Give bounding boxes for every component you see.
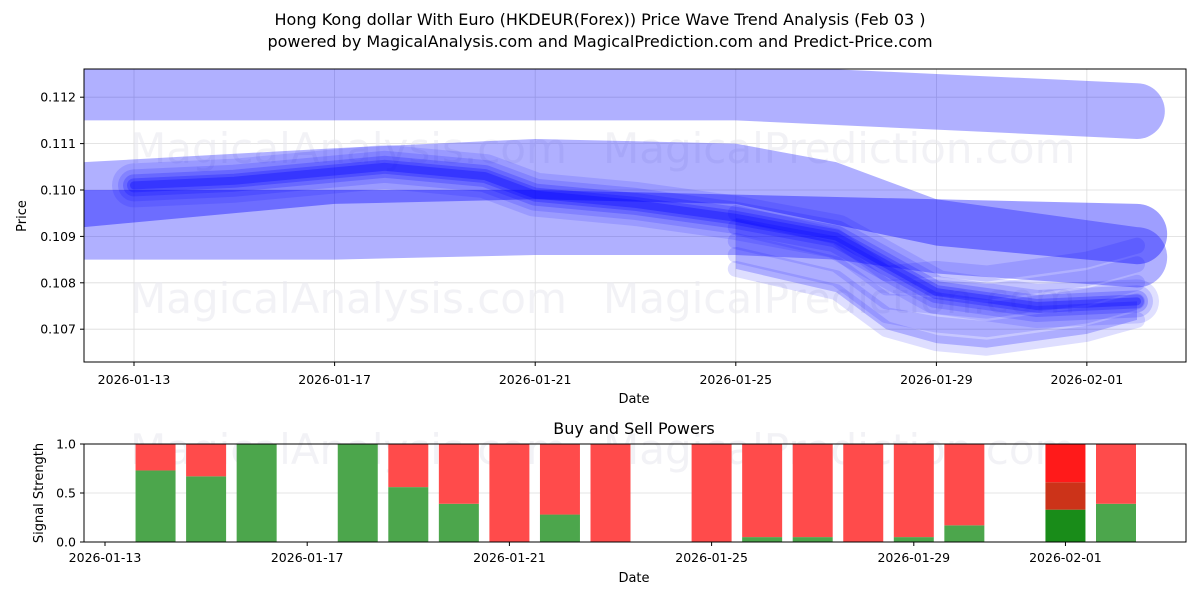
svg-text:2026-01-25: 2026-01-25 (675, 550, 748, 565)
main-axes-frame (83, 68, 1187, 363)
signal-bar (186, 444, 227, 542)
wave-bands (84, 69, 1168, 356)
svg-text:2026-01-17: 2026-01-17 (271, 550, 344, 565)
svg-text:MagicalAnalysis.com: MagicalAnalysis.com (130, 124, 567, 173)
svg-text:0.111: 0.111 (40, 136, 76, 151)
svg-text:0.110: 0.110 (40, 183, 76, 198)
svg-text:0.108: 0.108 (40, 275, 76, 290)
svg-text:MagicalPrediction.com: MagicalPrediction.com (603, 425, 1076, 474)
main-grid (84, 69, 1186, 362)
svg-text:0.109: 0.109 (40, 229, 76, 244)
signal-bar (1045, 444, 1086, 542)
signal-bar (944, 444, 985, 542)
signal-y-label: Signal Strength (32, 443, 47, 543)
signal-y-axis: 0.0 0.5 1.0 (56, 437, 84, 550)
signal-x-axis: 2026-01-13 2026-01-17 2026-01-21 2026-01-25… (69, 542, 1102, 565)
chart-subtitle: powered by MagicalAnalysis.com and Magic… (267, 32, 933, 51)
signal-bar (691, 444, 732, 542)
svg-text:2026-01-29: 2026-01-29 (877, 550, 950, 565)
svg-text:MagicalPrediction.com: MagicalPrediction.com (603, 124, 1076, 173)
svg-text:0.112: 0.112 (40, 90, 76, 105)
signal-bar (388, 444, 429, 542)
svg-text:2026-01-25: 2026-01-25 (699, 372, 772, 387)
signal-bar (792, 444, 833, 542)
svg-text:2026-01-21: 2026-01-21 (499, 372, 572, 387)
band-1 (84, 138, 1137, 288)
signal-bar (438, 444, 479, 542)
svg-text:0.107: 0.107 (40, 322, 76, 337)
main-y-axis: 0.107 0.108 0.109 0.110 0.111 0.112 (40, 90, 84, 337)
signal-bar (893, 444, 934, 542)
signal-bars (135, 444, 1136, 542)
signal-bar (539, 444, 580, 542)
signal-x-label: Date (618, 571, 649, 586)
main-x-label: Date (618, 392, 649, 407)
main-y-label: Price (15, 200, 30, 232)
main-x-axis: 2026-01-13 2026-01-17 2026-01-21 2026-01-25… (98, 362, 1124, 387)
svg-text:2026-01-29: 2026-01-29 (900, 372, 973, 387)
svg-text:2026-02-01: 2026-02-01 (1029, 550, 1102, 565)
svg-text:0.5: 0.5 (56, 486, 76, 501)
signal-bar (489, 444, 530, 542)
svg-text:2026-01-17: 2026-01-17 (298, 372, 371, 387)
signal-bar (337, 444, 378, 542)
signal-bar (236, 444, 277, 542)
signal-bar (135, 444, 176, 542)
watermarks: MagicalAnalysis.com MagicalPrediction.com… (130, 124, 1076, 323)
svg-text:MagicalAnalysis.com: MagicalAnalysis.com (130, 274, 567, 323)
svg-text:MagicalPrediction.com: MagicalPrediction.com (603, 274, 1076, 323)
signal-bar (843, 444, 884, 542)
svg-text:1.0: 1.0 (56, 437, 76, 452)
signal-bar (742, 444, 783, 542)
band-0 (84, 69, 1137, 139)
chart-title: Hong Kong dollar With Euro (HKDEUR(Forex… (274, 10, 926, 29)
signal-bar (590, 444, 631, 542)
band-2 (84, 190, 1137, 265)
signal-bar (1096, 444, 1136, 542)
svg-text:2026-01-13: 2026-01-13 (69, 550, 142, 565)
signal-title: Buy and Sell Powers (553, 419, 715, 438)
svg-text:2026-01-13: 2026-01-13 (98, 372, 171, 387)
svg-text:2026-02-01: 2026-02-01 (1051, 372, 1124, 387)
svg-text:2026-01-21: 2026-01-21 (473, 550, 546, 565)
svg-text:0.0: 0.0 (56, 535, 76, 550)
